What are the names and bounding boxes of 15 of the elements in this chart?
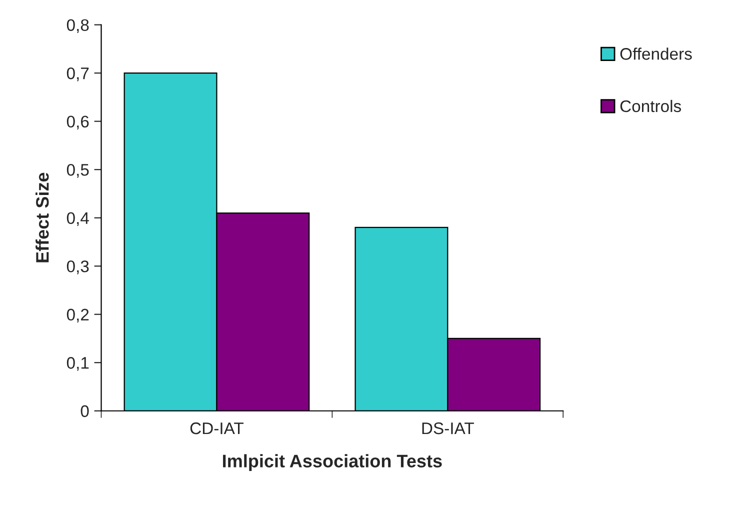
y-tick-label: 0,3 bbox=[66, 260, 89, 274]
y-tick-label: 0,4 bbox=[66, 212, 89, 226]
legend-label: Offenders bbox=[620, 48, 692, 60]
y-axis-title: Effect Size bbox=[36, 172, 49, 262]
x-tick-label: DS-IAT bbox=[422, 422, 474, 434]
y-tick-label: 0,8 bbox=[66, 19, 89, 33]
y-tick-label: 0,1 bbox=[66, 357, 89, 371]
x-tick-label: CD-IAT bbox=[190, 422, 244, 434]
y-tick-label: 0,6 bbox=[66, 116, 89, 130]
x-axis-title: Imlpicit Association Tests bbox=[223, 454, 442, 472]
y-tick-label: 0,5 bbox=[66, 164, 89, 178]
y-tick-label: 0 bbox=[80, 405, 89, 418]
y-tick-label: 0,7 bbox=[66, 67, 89, 82]
legend-label: Controls bbox=[620, 100, 682, 112]
y-tick-label: 0,2 bbox=[66, 308, 89, 323]
